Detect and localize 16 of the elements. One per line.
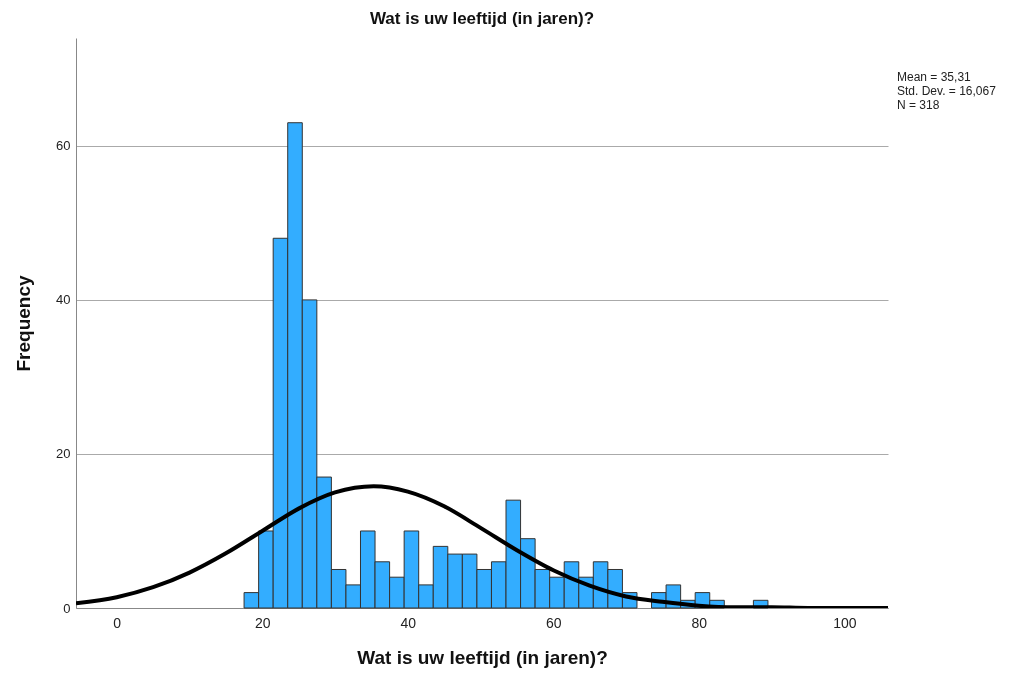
y-tick-label: 60	[56, 138, 71, 154]
text: N = 318	[897, 98, 940, 112]
x-axis-title: Wat is uw leeftijd (in jaren)?	[357, 646, 608, 668]
y-tick-label: 20	[56, 446, 71, 462]
chart-title: Wat is uw leeftijd (in jaren)?	[369, 9, 595, 28]
y-tick-label: 0	[63, 600, 71, 616]
x-tick-label: 40	[400, 614, 417, 631]
x-tick-label: 60	[546, 614, 562, 631]
y-axis-title: Frequency	[13, 275, 35, 372]
x-tick-label: 20	[254, 614, 271, 631]
x-tick-label: 100	[833, 614, 857, 631]
y-tick-label: 40	[56, 292, 71, 308]
text: Std. Dev. = 16,067	[897, 84, 997, 98]
x-tick-label: 80	[691, 614, 708, 631]
x-tick-label: 0	[113, 614, 122, 631]
text: Mean = 35,31	[897, 70, 972, 84]
